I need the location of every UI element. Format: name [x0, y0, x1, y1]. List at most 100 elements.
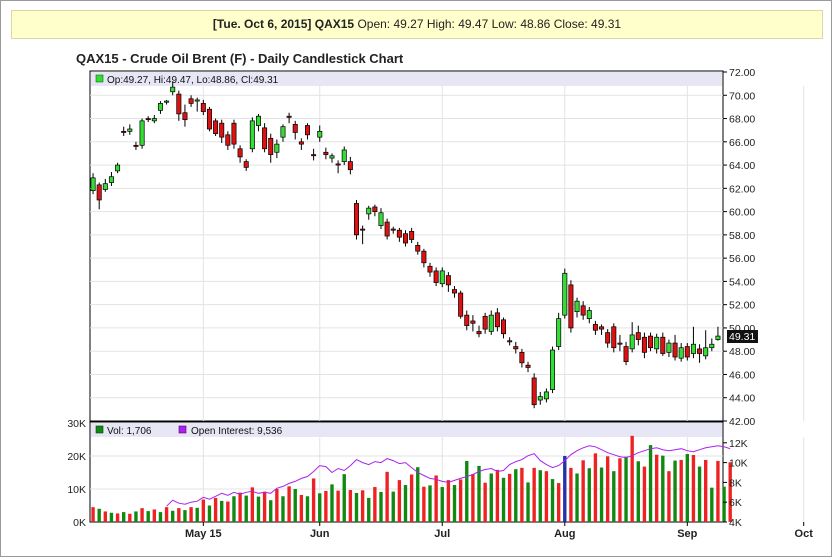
- volume-bar: [477, 465, 481, 522]
- volume-bar: [569, 467, 573, 522]
- candle-body: [439, 270, 445, 285]
- price-tick-label: 62.00: [729, 183, 755, 195]
- volume-bar: [722, 486, 726, 522]
- candle-body: [317, 130, 323, 138]
- candle-body: [102, 183, 108, 190]
- volume-bar: [483, 482, 487, 522]
- candle-body: [378, 212, 384, 226]
- volume-bar: [152, 509, 157, 522]
- volume-bar: [226, 501, 230, 522]
- volume-tick-label: 10K: [67, 484, 86, 496]
- candle-body: [421, 250, 427, 264]
- volume-bar: [685, 454, 689, 522]
- candle-body: [427, 265, 433, 273]
- volume-bar: [428, 485, 432, 522]
- candle-body: [580, 305, 586, 316]
- candle-body: [476, 331, 482, 335]
- candle-body: [519, 352, 525, 364]
- oi-tick-label: 6K: [729, 497, 742, 509]
- candle-body: [182, 112, 188, 121]
- quote-high-label: High:: [426, 17, 455, 31]
- candle-body: [164, 100, 170, 103]
- volume-bar: [440, 487, 444, 522]
- candle-body: [194, 99, 200, 102]
- candle-body: [206, 108, 212, 130]
- volume-bar: [373, 487, 377, 522]
- open-interest-line: [166, 445, 731, 507]
- volume-bar: [299, 494, 304, 522]
- candle-body: [458, 292, 464, 317]
- quote-low: 48.86: [520, 17, 551, 31]
- volume-bar: [416, 467, 420, 522]
- volume-bar: [158, 512, 163, 522]
- candle-body: [709, 343, 715, 349]
- volume-bar: [716, 460, 720, 522]
- candle-body: [690, 343, 696, 354]
- candle-body: [574, 300, 580, 312]
- volume-bar: [213, 497, 218, 522]
- volume-legend-bg: [91, 423, 722, 437]
- volume-bar: [397, 480, 402, 522]
- price-panel: [89, 70, 724, 422]
- volume-bar: [446, 480, 451, 522]
- date-tick-label: Jun: [310, 528, 330, 540]
- candle-body: [403, 233, 408, 244]
- candle-body: [623, 346, 629, 363]
- date-tick-label: May 15: [185, 528, 222, 540]
- candle-body: [366, 207, 372, 215]
- volume-bar: [563, 456, 567, 522]
- candle-body: [372, 206, 378, 212]
- volume-bar: [465, 460, 469, 522]
- oi-tick-label: 12K: [729, 438, 748, 450]
- volume-bar: [691, 455, 696, 522]
- price-tick-label: 42.00: [729, 416, 755, 428]
- volume-bar: [458, 479, 463, 522]
- oi-legend: Open Interest: 9,536: [191, 426, 283, 437]
- candle-body: [654, 336, 660, 350]
- candle-body: [568, 284, 574, 329]
- price-legend-swatch: [95, 74, 104, 83]
- candle-body: [641, 336, 647, 353]
- volume-bar: [189, 507, 193, 522]
- candle-body: [599, 326, 605, 330]
- candle-body: [304, 125, 310, 136]
- volume-legend: Vol: 1,706: [107, 426, 152, 437]
- volume-bar: [391, 491, 395, 522]
- chart-title: QAX15 - Crude Oil Brent (F) - Daily Cand…: [76, 51, 404, 66]
- candles: [90, 81, 721, 409]
- quote-bar: [Tue. Oct 6, 2015] QAX15 Open: 49.27 Hig…: [11, 10, 823, 39]
- volume-bar: [434, 475, 438, 522]
- volume-tick-label: 0K: [73, 517, 86, 529]
- candle-body: [586, 310, 592, 319]
- candle-body: [176, 93, 182, 115]
- candle-body: [347, 161, 353, 171]
- candle-body: [274, 143, 280, 153]
- price-tick-label: 70.00: [729, 90, 755, 102]
- candle-body: [329, 155, 335, 159]
- volume-bar: [262, 491, 267, 522]
- price-tick-label: 64.00: [729, 160, 755, 172]
- open-interest-axis: 12K 10K 8K 6K 4K: [723, 438, 748, 529]
- quote-date: [Tue. Oct 6, 2015]: [212, 17, 312, 31]
- volume-bar: [97, 508, 101, 522]
- volume-bar: [667, 471, 671, 522]
- candle-body: [298, 141, 304, 145]
- volume-bar: [520, 467, 524, 522]
- volume-bar: [324, 490, 328, 522]
- volume-bar: [532, 467, 536, 522]
- candle-body: [188, 98, 194, 104]
- date-axis: May 15 Jun Jul Aug Sep Oct: [185, 522, 813, 540]
- candle-body: [648, 335, 654, 349]
- price-tick-label: 68.00: [729, 114, 755, 126]
- candle-body: [249, 120, 255, 150]
- price-tick-label: 48.00: [729, 346, 755, 358]
- volume-bar: [501, 477, 506, 522]
- candle-body: [703, 347, 709, 357]
- volume-bar: [605, 456, 610, 522]
- price-tick-label: 66.00: [729, 137, 755, 149]
- volume-bar: [238, 492, 242, 522]
- volume-tick-label: 20K: [67, 451, 86, 463]
- candle-body: [464, 314, 470, 326]
- volume-bar: [495, 469, 500, 522]
- volume-bar: [342, 474, 346, 522]
